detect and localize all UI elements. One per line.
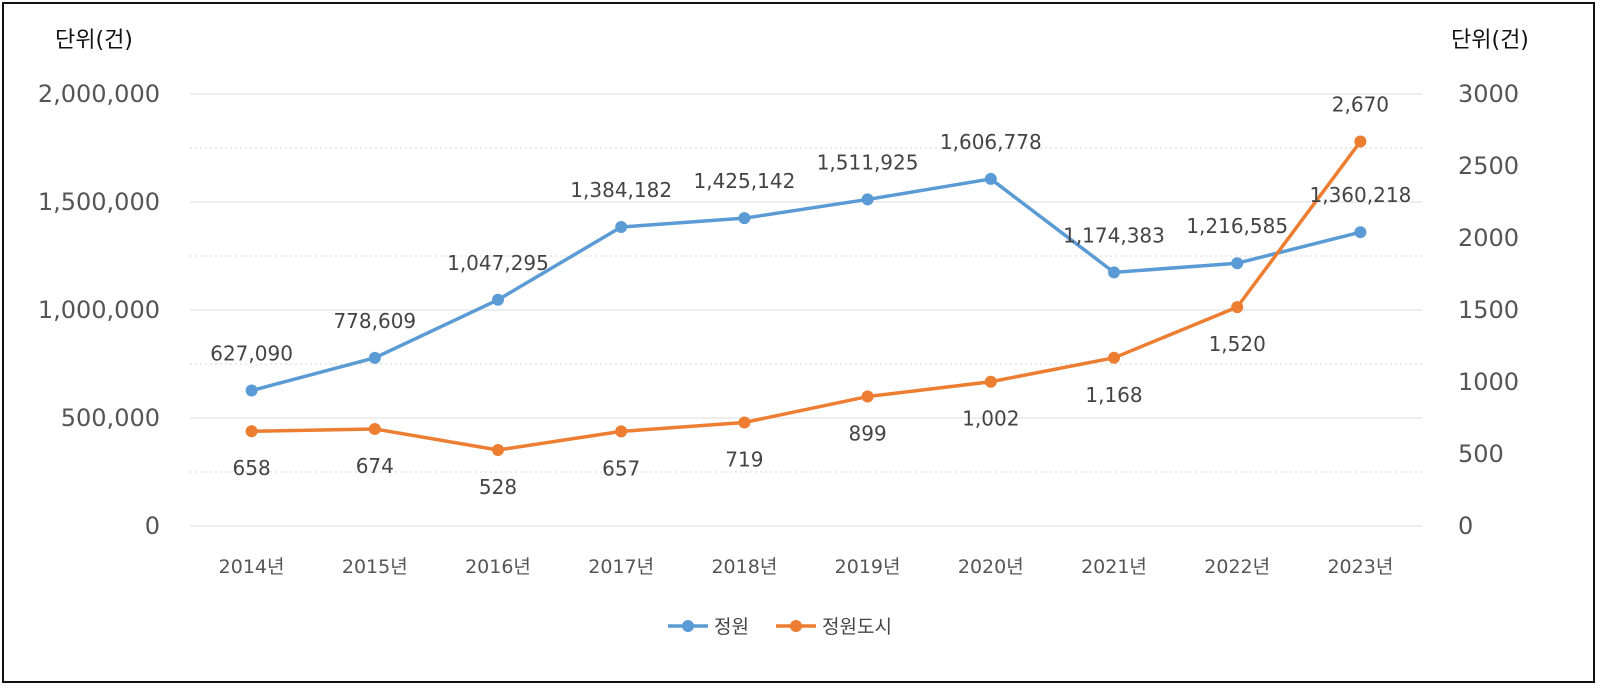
data-label-정원도시: 1,168	[1085, 383, 1142, 407]
data-labels: 627,090 778,609 1,047,295 1,384,182 1,425,14…	[210, 93, 1411, 499]
series-layer	[245, 135, 1367, 456]
right-axis-tick-label: 1000	[1458, 368, 1519, 396]
data-point-정원	[1108, 266, 1120, 279]
data-label-정원도시: 1,520	[1209, 332, 1266, 356]
x-axis-tick-label: 2020년	[958, 556, 1024, 578]
data-label-정원도시: 2,670	[1332, 93, 1389, 117]
data-point-정원	[1354, 226, 1367, 239]
data-point-정원도시	[861, 390, 874, 403]
data-point-정원	[984, 172, 997, 185]
legend-item-label: 정원	[714, 616, 749, 638]
data-label-정원도시: 658	[233, 456, 271, 480]
series-line-정원도시	[251, 140, 1362, 452]
data-label-정원: 627,090	[210, 342, 293, 366]
data-label-정원: 1,606,778	[940, 130, 1042, 154]
right-axis-tick-label: 2000	[1458, 224, 1519, 252]
data-label-정원: 1,360,218	[1310, 183, 1412, 207]
data-label-정원: 1,047,295	[447, 251, 549, 275]
x-axis-tick-label: 2016년	[465, 556, 531, 578]
legend-swatch-marker	[790, 620, 802, 632]
x-axis-tick-label: 2022년	[1204, 556, 1270, 578]
left-axis-tick-label: 500,000	[61, 404, 160, 432]
left-axis-ticks: 0 500,000 1,000,000 1,500,000 2,000,000	[38, 80, 160, 540]
data-point-정원도시	[738, 416, 751, 429]
data-point-정원도시	[492, 443, 504, 456]
data-label-정원: 1,174,383	[1063, 223, 1165, 247]
right-axis-tick-label: 2500	[1458, 152, 1519, 180]
left-axis-tick-label: 0	[145, 512, 160, 540]
data-point-정원	[738, 212, 751, 225]
left-axis-tick-label: 1,500,000	[38, 188, 160, 216]
x-axis-tick-label: 2023년	[1327, 556, 1393, 578]
x-axis-tick-label: 2015년	[342, 556, 408, 578]
data-point-정원도시	[1231, 301, 1244, 314]
data-label-정원도시: 657	[602, 456, 640, 480]
right-axis-tick-label: 0	[1458, 512, 1473, 540]
data-label-정원도시: 899	[849, 422, 887, 446]
right-axis-ticks: 0 500 1000 1500 2000 2500 3000	[1458, 80, 1519, 540]
left-axis-tick-label: 1,000,000	[38, 296, 160, 324]
x-axis-tick-label: 2019년	[835, 556, 901, 578]
data-point-정원도시	[1354, 135, 1367, 148]
data-label-정원도시: 674	[356, 454, 394, 478]
data-point-정원도시	[245, 425, 258, 438]
data-point-정원도시	[615, 425, 628, 438]
data-label-정원: 1,384,182	[570, 178, 672, 202]
gridlines	[190, 93, 1422, 527]
data-point-정원	[492, 293, 504, 306]
x-axis-tick-label: 2018년	[711, 556, 777, 578]
data-label-정원도시: 1,002	[962, 407, 1019, 431]
left-axis-unit: 단위(건)	[55, 28, 133, 53]
right-axis-tick-label: 3000	[1458, 80, 1519, 108]
x-axis-tick-label: 2017년	[588, 556, 654, 578]
data-label-정원도시: 528	[479, 475, 517, 499]
x-axis-ticks: 2014년 2015년 2016년 2017년 2018년 2019년 2020년 2021년…	[219, 556, 1394, 578]
data-point-정원도시	[1108, 351, 1120, 364]
data-point-정원	[615, 221, 628, 234]
data-label-정원: 1,511,925	[817, 150, 919, 174]
x-axis-tick-label: 2014년	[219, 556, 285, 578]
right-axis-unit: 단위(건)	[1451, 28, 1529, 53]
right-axis-tick-label: 1500	[1458, 296, 1519, 324]
series-line-정원	[251, 177, 1361, 393]
legend: 정원 정원도시	[668, 616, 892, 638]
data-point-정원도시	[984, 375, 997, 388]
x-axis-tick-label: 2021년	[1081, 556, 1147, 578]
data-point-정원	[861, 193, 874, 206]
data-point-정원	[245, 384, 258, 397]
data-label-정원도시: 719	[725, 447, 763, 471]
legend-item-label: 정원도시	[822, 616, 892, 638]
right-axis-tick-label: 500	[1458, 440, 1504, 468]
legend-swatch-marker	[682, 620, 694, 632]
data-point-정원	[1231, 257, 1244, 270]
data-label-정원: 778,609	[333, 309, 416, 333]
data-label-정원: 1,216,585	[1186, 214, 1288, 238]
left-axis-tick-label: 2,000,000	[38, 80, 160, 108]
data-point-정원	[368, 351, 381, 364]
data-label-정원: 1,425,142	[694, 169, 796, 193]
data-point-정원도시	[368, 422, 381, 435]
